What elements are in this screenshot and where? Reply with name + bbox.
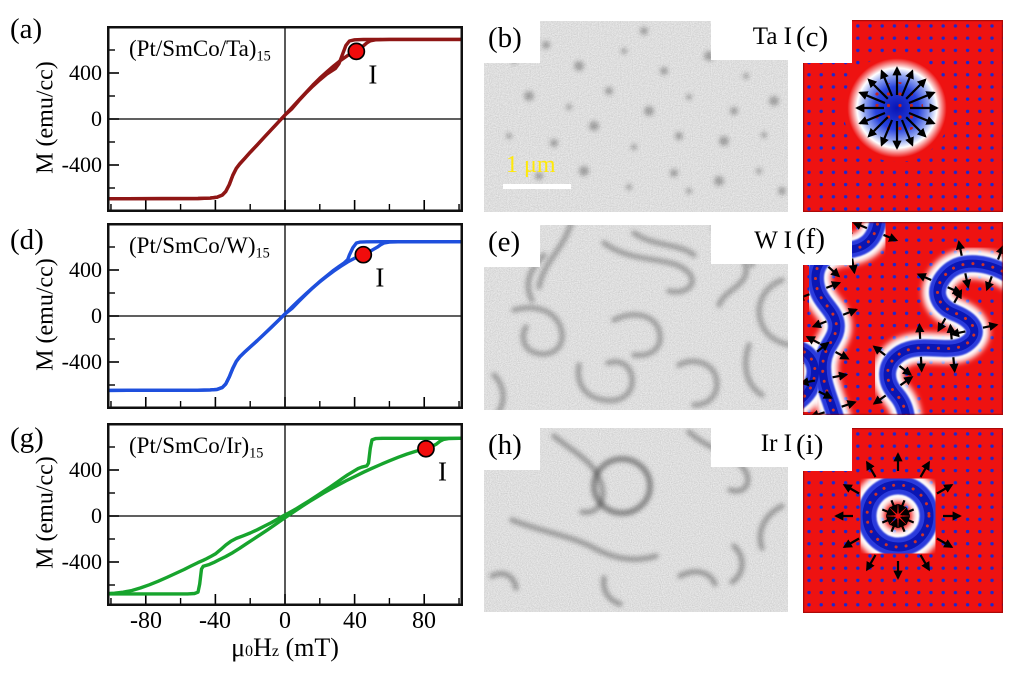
loop-descending bbox=[107, 436, 463, 596]
panel-letter-f: (f) bbox=[792, 222, 852, 265]
state-marker: I bbox=[347, 42, 377, 89]
panel-letter-g: (g) bbox=[10, 422, 44, 454]
state-marker: I bbox=[417, 439, 447, 487]
hysteresis-plot-ta: I bbox=[107, 26, 463, 212]
domain-texture bbox=[491, 225, 788, 410]
domain-texture bbox=[489, 429, 785, 607]
panel-letter-h: (h) bbox=[484, 428, 540, 470]
panel-letter-a: (a) bbox=[10, 13, 43, 45]
hysteresis-plot-w: I bbox=[107, 223, 463, 409]
svg-text:I: I bbox=[375, 263, 384, 293]
sim-labyrinth-panel bbox=[803, 222, 1003, 415]
panel-letter-c: (c) bbox=[792, 20, 852, 63]
y-tick-label: 400 bbox=[69, 457, 102, 482]
x-tick-label: 40 bbox=[343, 608, 367, 634]
y-tick-label: 400 bbox=[69, 60, 102, 85]
scalebar bbox=[503, 184, 571, 189]
panel-letter-d: (d) bbox=[10, 224, 44, 256]
state-marker: I bbox=[354, 245, 384, 293]
svg-text:I: I bbox=[438, 457, 447, 487]
x-tick-label: -80 bbox=[130, 608, 162, 634]
panel-letter-e: (e) bbox=[484, 225, 540, 267]
hysteresis-plot-ir: I bbox=[107, 423, 463, 606]
panel-letter-i: (i) bbox=[792, 428, 852, 471]
y-tick-label: 400 bbox=[69, 257, 102, 282]
y-tick-label: 0 bbox=[91, 503, 102, 528]
svg-text:I: I bbox=[368, 59, 377, 89]
material-label-ir: (Pt/SmCo/Ir)15 bbox=[129, 433, 264, 462]
y-tick-label: -400 bbox=[61, 349, 102, 374]
loop-ascending bbox=[107, 240, 463, 393]
y-tick-label: -400 bbox=[61, 152, 102, 177]
x-tick-label: -40 bbox=[199, 608, 231, 634]
x-tick-label: 0 bbox=[279, 608, 291, 634]
panel-letter-b: (b) bbox=[484, 21, 540, 63]
y-tick-label: 0 bbox=[91, 303, 102, 328]
sample-label-ir: Ir I bbox=[711, 428, 800, 467]
material-label-w: (Pt/SmCo/W)15 bbox=[129, 233, 270, 262]
sample-label-ta: Ta I bbox=[711, 21, 800, 60]
sample-label-w: W I bbox=[711, 225, 800, 264]
scalebar-label: 1 μm bbox=[506, 152, 556, 178]
y-tick-label: -400 bbox=[61, 549, 102, 574]
y-tick-label: 0 bbox=[91, 106, 102, 131]
material-label-ta: (Pt/SmCo/Ta)15 bbox=[129, 36, 271, 65]
x-tick-label: 80 bbox=[412, 608, 436, 634]
